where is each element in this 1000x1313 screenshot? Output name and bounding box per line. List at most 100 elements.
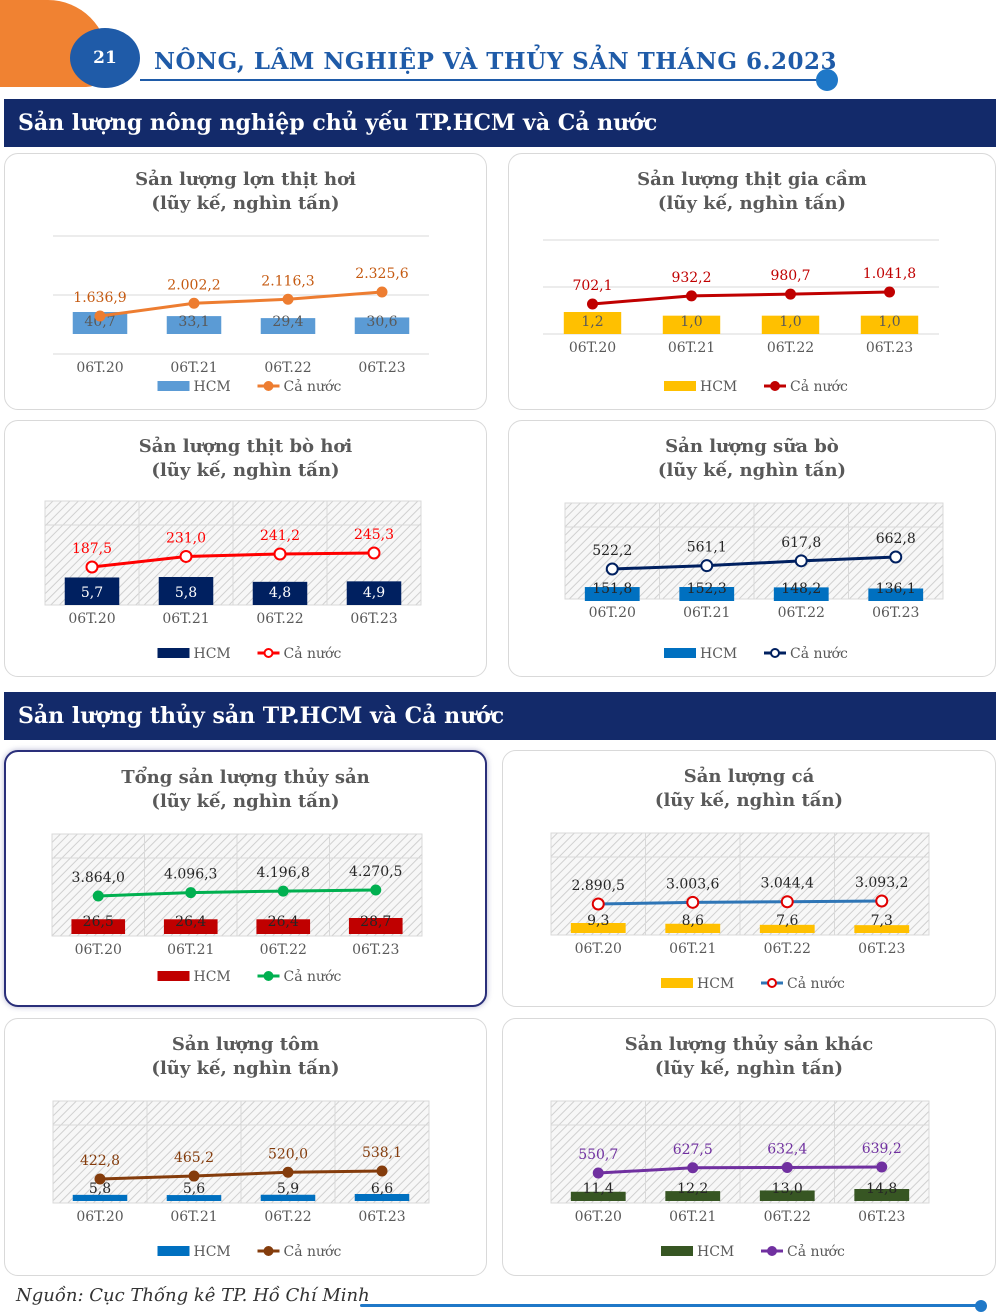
line-point-06T.23 xyxy=(889,550,903,564)
legend-label-hcm: HCM xyxy=(697,1244,734,1260)
chart-panel-milk: Sản lượng sữa bò (lũy kế, nghìn tấn) 151,8… xyxy=(508,420,996,677)
line-label: 4.196,8 xyxy=(257,865,310,881)
source-note: Nguồn: Cục Thống kê TP. Hồ Chí Minh xyxy=(16,1285,370,1306)
legend-marker xyxy=(770,648,780,658)
bar-label: 33,1 xyxy=(178,314,209,330)
bar-label: 5,9 xyxy=(277,1181,299,1197)
category-label: 06T.22 xyxy=(260,942,307,958)
category-label: 06T.21 xyxy=(167,942,214,958)
line-point-06T.21 xyxy=(179,549,193,563)
category-label: 06T.21 xyxy=(668,340,715,356)
chart-title: Sản lượng thịt gia cầm xyxy=(637,169,867,190)
line-label: 522,2 xyxy=(592,543,632,559)
bar-hcm-06T.21 xyxy=(158,577,214,605)
line-label: 422,8 xyxy=(80,1153,120,1169)
category-label: 06T.22 xyxy=(778,605,825,621)
category-label: 06T.22 xyxy=(256,611,303,627)
line-ca-nuoc xyxy=(598,899,882,906)
chart-title: Sản lượng sữa bò xyxy=(665,436,839,457)
category-label: 06T.22 xyxy=(764,1209,811,1225)
legend-label-ca-nuoc: Cả nước xyxy=(284,378,342,395)
line-label: 627,5 xyxy=(673,1142,713,1158)
bar-label: 4,8 xyxy=(269,585,291,601)
line-label: 662,8 xyxy=(876,531,916,547)
chart-subtitle: (lũy kế, nghìn tấn) xyxy=(654,790,844,811)
line-label: 561,1 xyxy=(687,540,727,556)
chart-title: Sản lượng thịt bò hơi xyxy=(138,436,353,457)
bar-hcm-06T.21 xyxy=(679,587,735,601)
category-label: 06T.20 xyxy=(589,605,636,621)
line-point-06T.23 xyxy=(884,286,895,298)
line-point-06T.20 xyxy=(85,560,99,574)
category-label: 06T.22 xyxy=(764,941,811,957)
line-label: 2.002,2 xyxy=(167,277,220,293)
bar-label: 5,7 xyxy=(81,585,103,601)
chart-subtitle: (lũy kế, nghìn tấn) xyxy=(654,1058,844,1079)
bar-label: 1,0 xyxy=(878,314,900,330)
line-point-06T.20 xyxy=(605,562,619,576)
line-label: 980,7 xyxy=(770,268,810,284)
chart-svg-other-fish: 11,4 12,2 13,0 14,8 550,7 627,5 632,4 639,2 06T.… xyxy=(550,1100,930,1260)
line-point-06T.22 xyxy=(273,547,287,561)
category-label: 06T.21 xyxy=(162,611,209,627)
bar-label: 6,6 xyxy=(371,1181,393,1197)
category-label: 06T.22 xyxy=(767,340,814,356)
legend-label-ca-nuoc: Cả nước xyxy=(790,378,848,395)
line-point-06T.20 xyxy=(592,1167,604,1179)
chart-panel-other-fish: Sản lượng thủy sản khác (lũy kế, nghìn tấ… xyxy=(502,1018,996,1276)
chart-subtitle: (lũy kế, nghìn tấn) xyxy=(657,460,847,481)
line-point-06T.23 xyxy=(376,286,388,298)
legend-swatch-hcm xyxy=(157,1246,190,1256)
category-label: 06T.23 xyxy=(358,1209,405,1225)
bar-hcm-06T.22 xyxy=(761,315,820,334)
bar-hcm-06T.23 xyxy=(860,315,919,334)
bar-label: 1,0 xyxy=(680,314,702,330)
bar-hcm-06T.23 xyxy=(354,317,410,334)
category-label: 06T.20 xyxy=(68,611,115,627)
footer-dot xyxy=(975,1300,987,1312)
bar-hcm-06T.22 xyxy=(759,924,815,933)
line-point-06T.20 xyxy=(587,298,598,310)
bar-label: 7,6 xyxy=(776,913,798,929)
category-label: 06T.20 xyxy=(575,1209,622,1225)
line-point-06T.21 xyxy=(700,559,714,573)
line-point-06T.20 xyxy=(94,1173,106,1185)
line-point-06T.22 xyxy=(282,1166,294,1178)
line-label: 1.636,9 xyxy=(73,290,126,306)
header-dot xyxy=(816,69,838,91)
line-label: 187,5 xyxy=(72,541,112,557)
bar-label: 1,2 xyxy=(581,314,603,330)
line-label: 231,0 xyxy=(166,530,206,546)
bar-hcm-06T.21 xyxy=(665,923,721,933)
legend-label-hcm: HCM xyxy=(700,379,737,395)
bar-hcm-06T.20 xyxy=(64,577,120,605)
category-label: 06T.23 xyxy=(858,1209,905,1225)
category-label: 06T.23 xyxy=(350,611,397,627)
line-point-06T.20 xyxy=(94,310,106,322)
category-label: 06T.23 xyxy=(866,340,913,356)
bar-label: 152,3 xyxy=(687,581,727,597)
legend-swatch-hcm xyxy=(157,648,190,658)
bar-hcm-06T.22 xyxy=(252,581,308,605)
category-label: 06T.20 xyxy=(575,941,622,957)
line-point-06T.22 xyxy=(780,895,794,909)
legend-swatch-hcm xyxy=(157,381,190,391)
category-label: 06T.21 xyxy=(669,941,716,957)
line-label: 3.044,4 xyxy=(761,876,815,892)
line-ca-nuoc xyxy=(612,555,896,571)
legend-marker xyxy=(770,381,780,391)
bar-hcm-06T.23 xyxy=(354,1194,410,1201)
legend-label-ca-nuoc: Cả nước xyxy=(790,645,848,662)
bar-hcm-06T.20 xyxy=(584,587,640,601)
legend-label-ca-nuoc: Cả nước xyxy=(284,645,342,662)
bar-label: 26,4 xyxy=(268,914,299,930)
line-point-06T.23 xyxy=(367,546,381,560)
bar-hcm-06T.22 xyxy=(260,318,316,334)
line-point-06T.22 xyxy=(781,1161,793,1173)
chart-subtitle: (lũy kế, nghìn tấn) xyxy=(151,460,340,481)
legend-label-hcm: HCM xyxy=(194,969,231,985)
page-title: NÔNG, LÂM NGHIỆP VÀ THỦY SẢN THÁNG 6.202… xyxy=(154,48,838,75)
line-label: 245,3 xyxy=(354,527,394,543)
page-number: 21 xyxy=(70,28,140,88)
bar-label: 29,4 xyxy=(272,314,303,330)
